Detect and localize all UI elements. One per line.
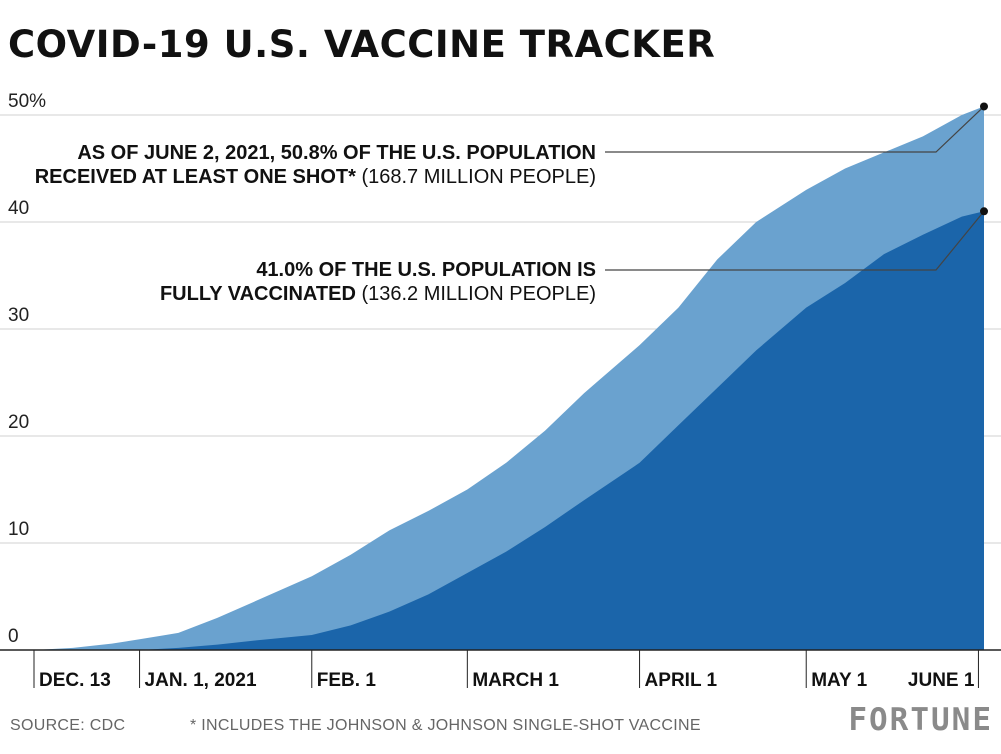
fortune-logo: FORTUNE — [848, 702, 993, 738]
one-shot-annotation-line2: RECEIVED AT LEAST ONE SHOT* — [34, 166, 356, 188]
x-tick-label: MARCH 1 — [472, 670, 559, 691]
x-tick-label: JUNE 1 — [908, 670, 975, 691]
fully-vaccinated-annotation-line1: 41.0% OF THE U.S. POPULATION IS — [256, 259, 596, 281]
footnote: * INCLUDES THE JOHNSON & JOHNSON SINGLE-… — [190, 717, 701, 734]
y-tick-label: 10 — [8, 519, 29, 540]
area-fully-vaccinated — [34, 211, 984, 651]
x-tick-label: DEC. 13 — [39, 670, 111, 691]
one-shot-annotation-line1: AS OF JUNE 2, 2021, 50.8% OF THE U.S. PO… — [77, 142, 596, 164]
x-tick-label: FEB. 1 — [317, 670, 377, 691]
y-tick-label: 40 — [8, 198, 29, 219]
y-tick-label: 50% — [8, 91, 46, 112]
y-tick-label: 0 — [8, 626, 19, 647]
fully-vaccinated-annotation: 41.0% OF THE U.S. POPULATION IS FULLY VA… — [160, 258, 596, 306]
x-tick-label: MAY 1 — [811, 670, 867, 691]
one-shot-annotation-count: (168.7 MILLION PEOPLE) — [361, 166, 596, 188]
one-shot-annotation: AS OF JUNE 2, 2021, 50.8% OF THE U.S. PO… — [35, 141, 596, 189]
source-note: SOURCE: CDC — [10, 717, 126, 734]
fully-vaccinated-leader-line — [605, 210, 985, 271]
y-tick-label: 20 — [8, 412, 29, 433]
fully-vaccinated-annotation-line2: FULLY VACCINATED — [159, 283, 356, 305]
one-shot-leader-line — [605, 106, 985, 153]
fully-vaccinated-annotation-count: (136.2 MILLION PEOPLE) — [361, 283, 596, 305]
one-shot-endpoint-dot — [980, 102, 988, 111]
x-tick-label: APRIL 1 — [645, 670, 718, 691]
y-tick-label: 30 — [8, 305, 29, 326]
fully-vaccinated-endpoint-dot — [980, 207, 988, 216]
x-tick-label: JAN. 1, 2021 — [145, 670, 257, 691]
chart-title: COVID-19 U.S. VACCINE TRACKER — [8, 23, 716, 66]
